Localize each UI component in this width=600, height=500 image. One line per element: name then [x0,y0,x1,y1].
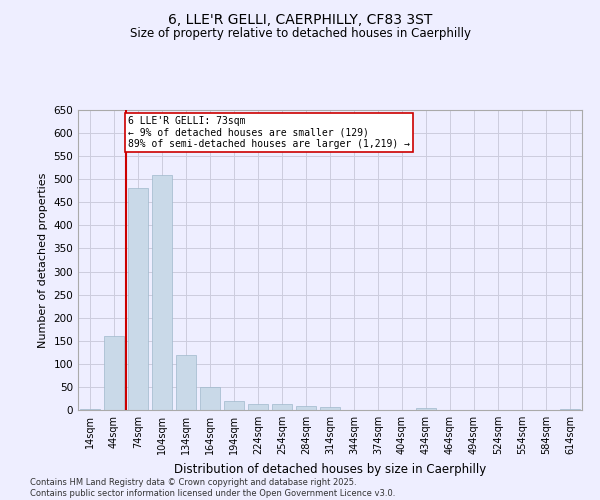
Bar [128,188,148,410]
Bar [296,406,316,410]
Text: Size of property relative to detached houses in Caerphilly: Size of property relative to detached ho… [130,28,470,40]
X-axis label: Distribution of detached houses by size in Caerphilly: Distribution of detached houses by size … [174,462,486,475]
Bar [104,336,124,410]
Bar [320,407,340,410]
Bar [416,408,436,410]
Text: Contains HM Land Registry data © Crown copyright and database right 2025.
Contai: Contains HM Land Registry data © Crown c… [30,478,395,498]
Y-axis label: Number of detached properties: Number of detached properties [38,172,48,348]
Text: 6, LLE'R GELLI, CAERPHILLY, CF83 3ST: 6, LLE'R GELLI, CAERPHILLY, CF83 3ST [168,12,432,26]
Bar [224,401,244,410]
Text: 6 LLE'R GELLI: 73sqm
← 9% of detached houses are smaller (129)
89% of semi-detac: 6 LLE'R GELLI: 73sqm ← 9% of detached ho… [128,116,410,148]
Bar [152,174,172,410]
Bar [176,354,196,410]
Bar [560,409,580,410]
Bar [200,387,220,410]
Bar [248,404,268,410]
Bar [80,409,100,410]
Bar [272,404,292,410]
